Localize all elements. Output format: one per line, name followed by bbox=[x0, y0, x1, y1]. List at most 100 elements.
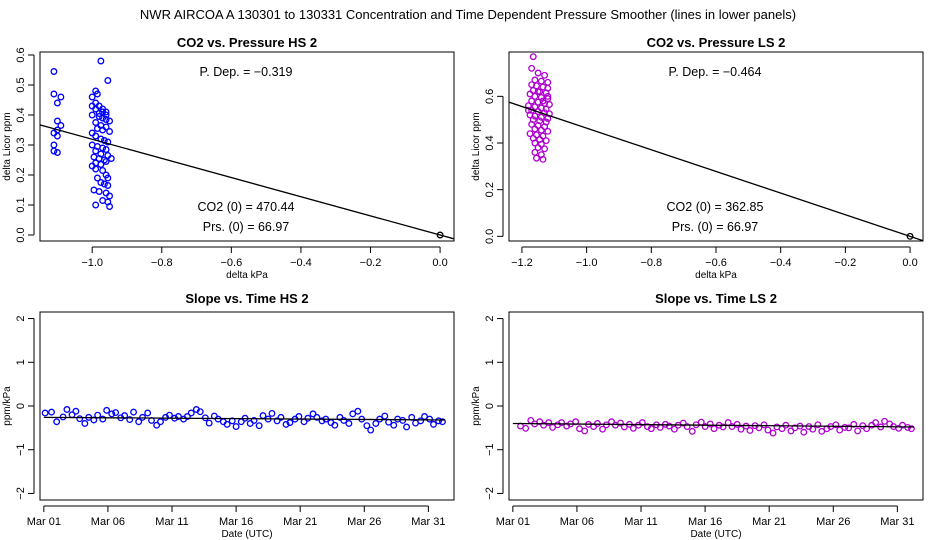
data-point bbox=[737, 425, 745, 433]
data-point bbox=[104, 138, 112, 146]
x-tick-label: −0.8 bbox=[151, 257, 173, 269]
data-point bbox=[528, 64, 536, 72]
data-point bbox=[746, 427, 754, 434]
y-tick-label: 0.6 bbox=[484, 89, 496, 104]
data-point bbox=[50, 90, 58, 98]
data-point bbox=[313, 413, 321, 421]
y-tick-label: 0.2 bbox=[484, 182, 496, 197]
x-axis-label: Date (UTC) bbox=[690, 529, 741, 540]
data-point bbox=[205, 419, 213, 427]
data-point bbox=[99, 167, 107, 174]
x-tick-label: Mar 21 bbox=[283, 516, 317, 528]
data-point bbox=[92, 165, 100, 173]
data-point bbox=[130, 408, 138, 416]
data-point bbox=[670, 425, 678, 433]
data-point bbox=[760, 421, 768, 429]
data-point bbox=[183, 413, 191, 420]
x-tick-label: 0.0 bbox=[902, 257, 917, 269]
data-point bbox=[549, 423, 557, 431]
data-point bbox=[304, 414, 312, 422]
data-point bbox=[537, 77, 545, 85]
data-point bbox=[95, 110, 103, 117]
data-point bbox=[349, 410, 357, 418]
x-tick-label: −0.4 bbox=[290, 257, 312, 269]
data-point bbox=[593, 420, 601, 427]
data-point bbox=[57, 122, 65, 129]
data-point bbox=[542, 137, 550, 145]
y-axis-label: delta Licor ppm bbox=[471, 112, 482, 180]
y-tick-label: 0.6 bbox=[15, 47, 27, 62]
data-point bbox=[104, 77, 112, 84]
x-tick-label: −0.4 bbox=[770, 257, 792, 269]
data-point bbox=[106, 128, 114, 135]
x-tick-label: −0.6 bbox=[220, 257, 242, 269]
data-point bbox=[534, 144, 542, 152]
data-point bbox=[223, 420, 231, 428]
x-tick-label: Mar 06 bbox=[91, 516, 125, 528]
data-point bbox=[706, 420, 714, 428]
data-point bbox=[524, 106, 532, 114]
plot-area bbox=[40, 57, 454, 240]
data-point bbox=[309, 410, 317, 418]
data-point bbox=[93, 90, 101, 98]
data-point bbox=[701, 423, 709, 430]
data-point bbox=[100, 137, 108, 144]
data-point bbox=[102, 158, 110, 165]
data-point bbox=[100, 156, 108, 164]
data-point bbox=[102, 108, 110, 116]
smoother-line bbox=[512, 422, 915, 428]
data-point bbox=[430, 420, 437, 428]
data-point bbox=[88, 111, 96, 119]
data-point bbox=[629, 424, 637, 432]
data-point bbox=[581, 427, 589, 435]
data-point bbox=[72, 407, 80, 415]
data-point bbox=[832, 421, 840, 429]
y-tick-label: 0.3 bbox=[15, 137, 27, 152]
data-point bbox=[818, 427, 826, 435]
data-point bbox=[196, 408, 204, 416]
x-tick-label: Mar 01 bbox=[27, 516, 61, 528]
y-tick-label: 0.4 bbox=[15, 107, 27, 122]
annotation-co2-0: CO2 (0) = 470.44 bbox=[198, 200, 295, 214]
data-point bbox=[268, 409, 276, 417]
data-point bbox=[126, 416, 134, 424]
data-point bbox=[800, 428, 808, 436]
data-point bbox=[277, 413, 285, 421]
data-point bbox=[617, 419, 624, 427]
y-tick-label: 0.1 bbox=[15, 197, 27, 212]
data-point bbox=[99, 144, 107, 152]
data-point bbox=[558, 419, 566, 427]
y-tick-label: 2 bbox=[15, 315, 27, 321]
data-point bbox=[531, 112, 539, 120]
data-point bbox=[144, 409, 152, 417]
data-point bbox=[187, 409, 195, 417]
figure-title: NWR AIRCOA A 130301 to 130331 Concentrat… bbox=[140, 7, 796, 22]
x-tick-label: −0.6 bbox=[705, 257, 727, 269]
data-point bbox=[255, 422, 263, 430]
data-point bbox=[719, 423, 727, 431]
data-point bbox=[135, 418, 143, 426]
data-point bbox=[106, 117, 114, 125]
data-point bbox=[95, 113, 103, 120]
data-point bbox=[710, 425, 718, 433]
data-point bbox=[282, 420, 290, 428]
data-point bbox=[93, 174, 101, 182]
data-point bbox=[53, 99, 61, 107]
data-point bbox=[97, 161, 105, 168]
y-tick-label: 0.2 bbox=[15, 167, 27, 182]
x-tick-label: Mar 01 bbox=[496, 516, 530, 528]
data-point bbox=[529, 53, 537, 61]
data-point bbox=[537, 126, 545, 134]
data-point bbox=[92, 132, 100, 140]
data-point bbox=[542, 105, 550, 113]
data-point bbox=[545, 101, 553, 108]
data-point bbox=[92, 105, 100, 113]
x-axis-label: delta kPa bbox=[695, 270, 737, 281]
y-axis-label: ppm/kPa bbox=[471, 386, 482, 426]
data-point bbox=[363, 422, 371, 430]
data-point bbox=[354, 407, 362, 415]
data-point bbox=[53, 149, 61, 156]
smoother-line bbox=[43, 416, 446, 421]
data-point bbox=[157, 418, 164, 426]
